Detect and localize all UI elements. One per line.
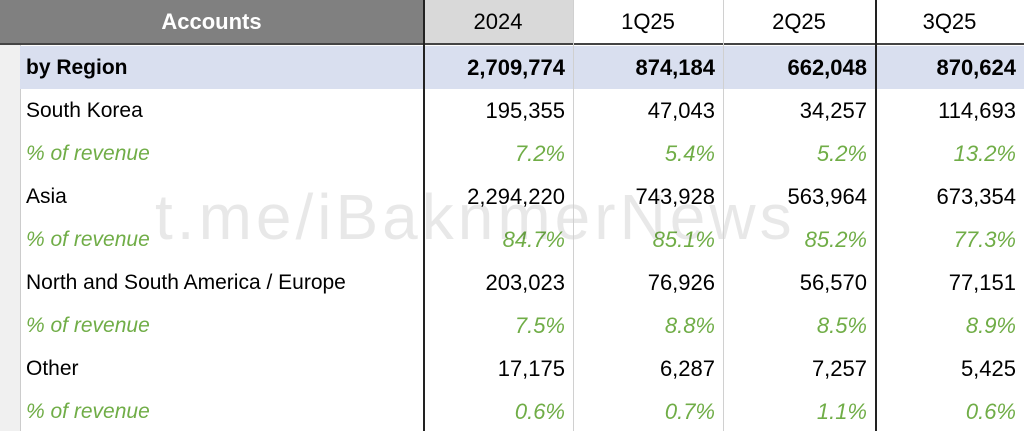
cell-value: 0.6% xyxy=(965,399,1016,424)
cell-value: 8.8% xyxy=(664,313,715,338)
cell-value: 85.2% xyxy=(804,227,867,252)
row-label: Other xyxy=(26,357,79,380)
column-header: 3Q25 xyxy=(875,0,1024,43)
cell-value: 5,425 xyxy=(960,356,1016,381)
column-border xyxy=(723,0,724,431)
row-label: South Korea xyxy=(26,99,143,122)
cell-value: 56,570 xyxy=(799,270,867,295)
cell-value: 85.1% xyxy=(652,227,715,252)
cell-value: 874,184 xyxy=(635,55,715,80)
cell-value: 6,287 xyxy=(659,356,715,381)
cell-value: 114,693 xyxy=(938,98,1016,123)
cell-value: 34,257 xyxy=(799,98,867,123)
cell-value: 195,355 xyxy=(485,98,565,123)
row-label: North and South America / Europe xyxy=(26,271,346,294)
highlight-row xyxy=(20,46,1024,89)
cell-value: 0.7% xyxy=(664,399,715,424)
header-border xyxy=(0,43,1024,45)
cell-value: 8.5% xyxy=(816,313,867,338)
cell-value: 2,294,220 xyxy=(467,184,565,209)
cell-value: 13.2% xyxy=(953,141,1016,166)
cell-value: 84.7% xyxy=(502,227,565,252)
cell-value: 77.3% xyxy=(953,227,1016,252)
row-gutter xyxy=(0,0,21,431)
cell-value: 5.2% xyxy=(816,141,867,166)
row-label: % of revenue xyxy=(26,400,150,423)
cell-value: 76,926 xyxy=(647,270,715,295)
column-border xyxy=(573,0,574,431)
watermark: t.me/iBaknmerNews xyxy=(155,181,796,253)
cell-value: 673,354 xyxy=(936,184,1016,209)
cell-value: 7.5% xyxy=(514,313,565,338)
column-border xyxy=(875,0,877,431)
column-header: 1Q25 xyxy=(573,0,723,43)
cell-value: 47,043 xyxy=(647,98,715,123)
cell-value: 2,709,774 xyxy=(467,55,565,80)
row-label: % of revenue xyxy=(26,314,150,337)
row-label: % of revenue xyxy=(26,142,150,165)
cell-value: 1.1% xyxy=(816,399,867,424)
cell-value: 0.6% xyxy=(514,399,565,424)
cell-value: 662,048 xyxy=(787,55,867,80)
row-label: Asia xyxy=(26,185,67,208)
cell-value: 7.2% xyxy=(514,141,565,166)
column-border xyxy=(423,0,425,431)
row-label: by Region xyxy=(26,56,128,79)
cell-value: 743,928 xyxy=(635,184,715,209)
cell-value: 17,175 xyxy=(497,356,565,381)
row-label: % of revenue xyxy=(26,228,150,251)
column-header: 2Q25 xyxy=(723,0,875,43)
cell-value: 77,151 xyxy=(948,270,1016,295)
cell-value: 8.9% xyxy=(965,313,1016,338)
cell-value: 870,624 xyxy=(936,55,1016,80)
column-header: 2024 xyxy=(423,0,573,43)
cell-value: 563,964 xyxy=(787,184,867,209)
cell-value: 7,257 xyxy=(811,356,867,381)
cell-value: 5.4% xyxy=(664,141,715,166)
header-title: Accounts xyxy=(0,0,423,43)
cell-value: 203,023 xyxy=(485,270,565,295)
